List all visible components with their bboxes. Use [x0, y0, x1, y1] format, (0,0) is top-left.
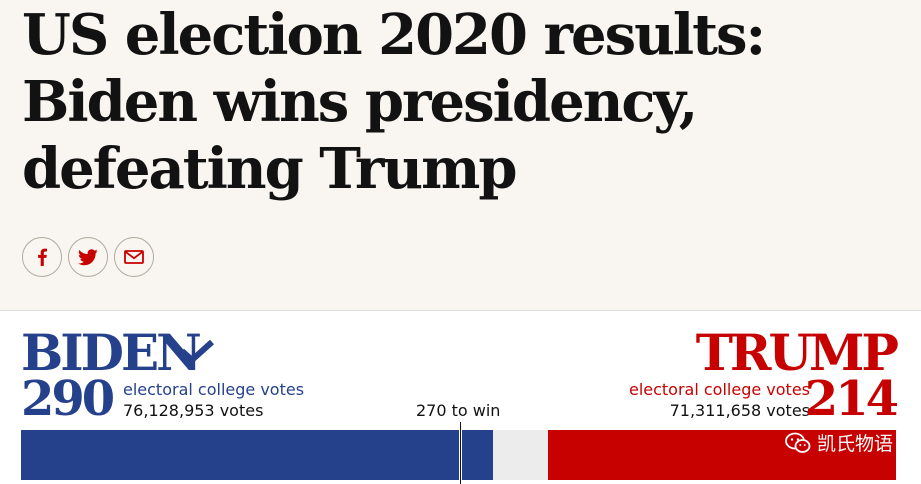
electoral-bar [21, 422, 896, 484]
headline-line: defeating Trump [22, 136, 518, 202]
trump-popular-votes: 71,311,658 votes [669, 401, 810, 420]
biden-electoral-label: electoral college votes [123, 380, 305, 399]
share-facebook-button[interactable] [22, 237, 62, 277]
twitter-icon [78, 248, 98, 265]
headline-line: US election 2020 results: [22, 2, 766, 68]
facebook-icon [38, 248, 47, 266]
wechat-icon [785, 432, 811, 453]
trump-electoral-label: electoral college votes [628, 380, 810, 399]
headline: US election 2020 results: Biden wins pre… [22, 2, 902, 203]
trump-electoral-votes: 214 [804, 371, 899, 427]
headline-line: Biden wins presidency, [22, 69, 698, 135]
biden-popular-votes: 76,128,953 votes [123, 401, 264, 420]
biden-electoral-votes: 290 [21, 371, 115, 427]
trump-bar-segment [547, 430, 896, 480]
share-email-button[interactable] [114, 237, 154, 277]
biden-name: BIDEN [21, 323, 202, 382]
biden-bar-segment [21, 430, 493, 480]
share-twitter-button[interactable] [68, 237, 108, 277]
watermark: 凯氏物语 [785, 429, 893, 456]
watermark-text: 凯氏物语 [816, 433, 893, 455]
trump-name: TRUMP [695, 323, 899, 382]
article-header: US election 2020 results: Biden wins pre… [0, 0, 921, 311]
win-threshold-marker [459, 422, 463, 484]
winner-check-icon [180, 339, 214, 363]
to-win-label: 270 to win [416, 401, 501, 420]
email-icon [124, 250, 144, 264]
results-panel: BIDEN 290 electoral college votes 76,128… [0, 311, 921, 484]
